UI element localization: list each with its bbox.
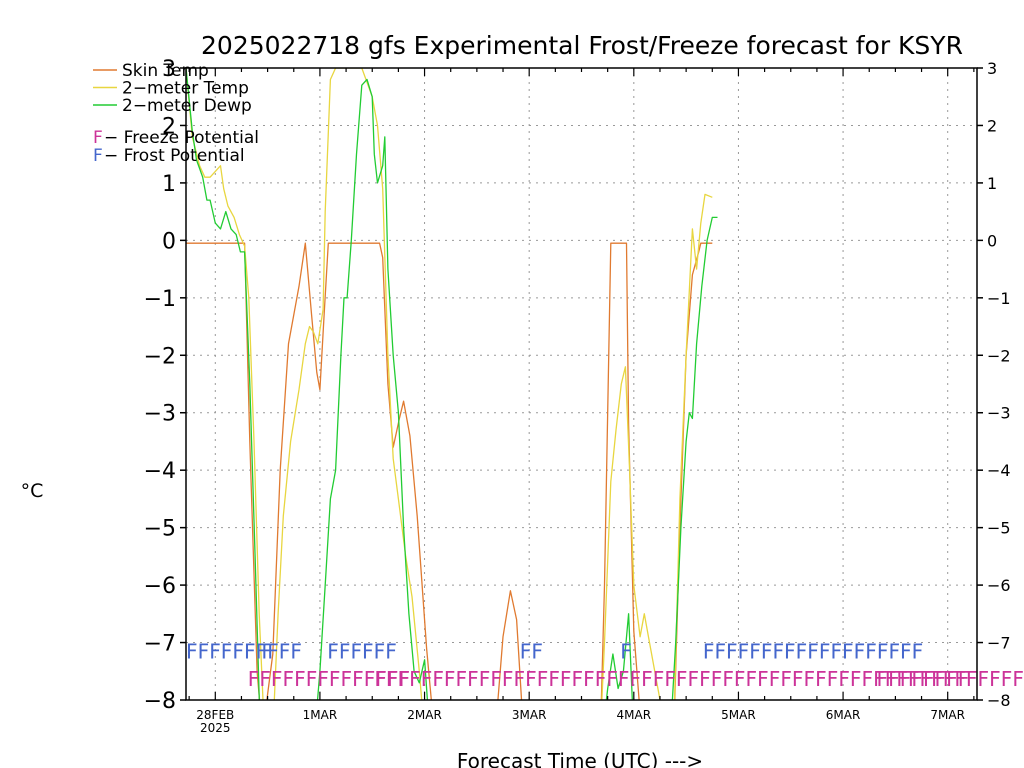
series-line — [186, 68, 718, 700]
frost-potential-marker: FFFFFFFFFFFFFFFFFFF — [703, 639, 923, 663]
x-tick-label: 3MAR — [512, 708, 547, 722]
y-axis-left: 3 2 1 0 −1 −2 −3 −4 −5 −6 −7 −8 — [144, 57, 186, 714]
y-tick-label-left: −5 — [144, 517, 176, 542]
y-tick-label-left: −8 — [144, 689, 176, 714]
y-tick-label-left: 2 — [162, 114, 176, 139]
x-tick-label: 6MAR — [826, 708, 861, 722]
legend-label: Skin Temp — [122, 61, 209, 81]
y-tick-label-right: 3 — [987, 59, 997, 78]
frost-potential-marker: FFFFFF — [327, 639, 397, 663]
freeze-potential-marker: FFFFFFFFFFFFFF — [248, 667, 410, 691]
x-tick-sublabel: 2025 — [200, 721, 231, 735]
legend-marker-label: − Freeze Potential — [104, 128, 259, 148]
x-tick-label: 28FEB — [196, 708, 234, 722]
y-tick-label-left: −4 — [144, 459, 176, 484]
y-tick-label-left: −7 — [144, 632, 176, 657]
frost-potential-marker: F — [620, 639, 632, 663]
frost-potential-marker: FF — [520, 639, 543, 663]
y-tick-label-left: 0 — [162, 229, 176, 254]
y-tick-label-left: −3 — [144, 402, 176, 427]
y-tick-label-right: −5 — [987, 519, 1011, 538]
y-tick-label-right: 0 — [987, 231, 997, 250]
legend-label: 2−meter Dewp — [122, 96, 252, 116]
y-tick-label-right: −7 — [987, 634, 1011, 653]
y-tick-label-left: −1 — [144, 287, 176, 312]
y-tick-label-right: −6 — [987, 576, 1011, 595]
freeze-potential-marker: FFFFFFFFFFFFFFFFFFFFFFFFFFFFFFFFFFFFFFFF… — [374, 667, 1024, 691]
legend-marker: F — [93, 128, 103, 148]
y-axis-right: 3 2 1 0 −1 −2 −3 −4 −5 −6 −7 −8 — [977, 59, 1011, 710]
frost-potential-marker: FFFFFFFFFF — [186, 639, 302, 663]
y-tick-label-left: −2 — [144, 344, 176, 369]
freeze-potential-marker: FFFFFFFF — [877, 667, 970, 691]
legend-marker-label: − Frost Potential — [104, 146, 245, 166]
y-tick-label-right: 2 — [987, 116, 997, 135]
x-tick-label: 5MAR — [721, 708, 756, 722]
x-tick-label: 1MAR — [303, 708, 338, 722]
series-layer — [186, 68, 718, 700]
x-axis-label: Forecast Time (UTC) ---> — [457, 749, 703, 768]
x-tick-label: 2MAR — [407, 708, 442, 722]
y-tick-label-right: −4 — [987, 461, 1011, 480]
grid-lines — [186, 68, 977, 700]
legend-label: 2−meter Temp — [122, 79, 249, 99]
series-line — [186, 242, 713, 700]
frost-potential-marker: F — [261, 639, 273, 663]
x-tick-label: 7MAR — [930, 708, 965, 722]
y-tick-label-right: 1 — [987, 174, 997, 193]
x-tick-label: 4MAR — [617, 708, 652, 722]
y-tick-label-right: −3 — [987, 404, 1011, 423]
potential-markers: FFFFFFFFFFF FFFFFF FF F FFFFFFFFFFFFFFFFFFFF… — [186, 639, 1024, 691]
y-tick-label-left: 1 — [162, 172, 176, 197]
y-axis-label: °C — [21, 480, 44, 502]
chart-title: 2025022718 gfs Experimental Frost/Freeze… — [201, 31, 963, 60]
y-tick-label-left: −6 — [144, 574, 176, 599]
y-tick-label-left: 3 — [162, 57, 176, 82]
y-tick-label-right: −1 — [987, 289, 1011, 308]
y-tick-label-right: −8 — [987, 691, 1011, 710]
legend-marker: F — [93, 146, 103, 166]
y-tick-label-right: −2 — [987, 346, 1011, 365]
